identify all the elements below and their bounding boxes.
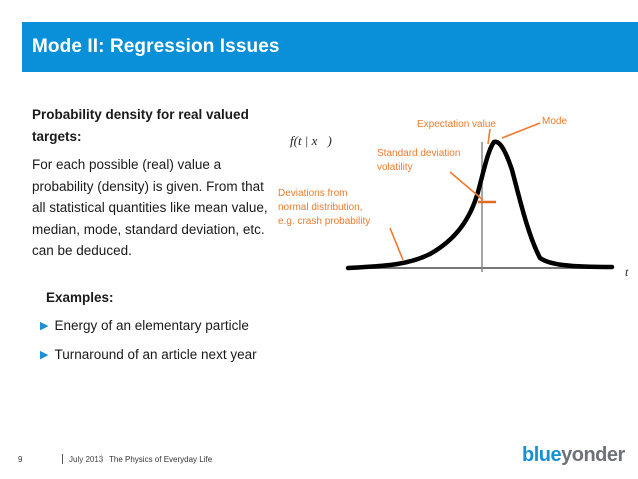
page-number: 9 [18,455,23,464]
slide-title: Mode II: Regression Issues [32,36,280,57]
bullet-item: ▶ Turnaround of an article next year [40,347,257,362]
body-heading: Probability density for real valued targ… [32,107,249,144]
deviation-label-line1: Deviations from [278,188,347,199]
x-axis-label: t [625,265,629,279]
mode-label: Mode [542,116,567,127]
blue-yonder-logo: blueyonder [522,444,625,466]
deviation-label-line2: normal distribution, [278,202,362,213]
std-arrow [449,171,484,201]
bullet-item: ▶ Energy of an elementary particle [40,318,249,333]
triangle-right-icon: ▶ [40,320,49,332]
expectation-arrow [487,128,491,145]
deviation-label-line3: e.g. crash probability [278,216,370,227]
footer-date: July 2013 [69,455,104,464]
footer-title: The Physics of Everyday Life [109,455,213,464]
examples-title: Examples: [46,290,114,305]
std-label-line2: volatility [377,162,413,173]
bullet-text: Energy of an elementary particle [54,318,249,333]
triangle-right-icon: ▶ [40,349,49,361]
bullet-text: Turnaround of an article next year [54,347,257,362]
title-bar: Mode II: Regression Issues [22,22,638,72]
mode-arrow [501,122,541,139]
density-curve [345,139,615,271]
density-diagram: f(t | x⃗) t Expectation value Mode Stand… [278,116,629,279]
body-text: Probability density for real valued targ… [32,104,272,262]
footer-divider [101,455,102,463]
footer-divider [62,454,63,464]
y-axis-label: f(t | x⃗) [290,133,332,148]
examples-section: Examples: [46,290,114,305]
body-paragraph: For each possible (real) value a probabi… [32,157,268,258]
expectation-label: Expectation value [417,119,496,130]
deviation-arrow [389,227,404,261]
std-label-line1: Standard deviation [377,148,460,159]
